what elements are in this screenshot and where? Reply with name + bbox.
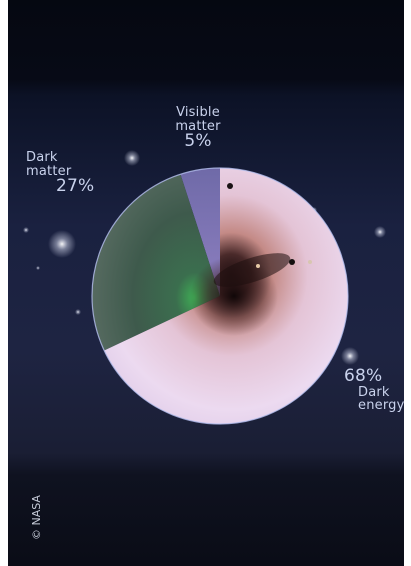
label-visible-matter: Visible matter 5% [168,106,228,151]
pie-chart [23,150,386,425]
galaxy-star [256,264,260,268]
star-glow [374,226,386,238]
label-dark-matter: Dark matter 27% [26,151,94,196]
galaxy-star [227,183,233,189]
star-glow [48,230,76,258]
star-glow [36,266,40,270]
visible-matter-word-1: Visible [176,105,220,120]
galaxy-dust [213,253,291,287]
star-glow [23,227,29,233]
image-credit: © NASA [30,495,43,540]
dark-matter-percent: 27% [56,176,95,197]
dark-energy-word-1: Dark [358,384,390,400]
galaxy-star [308,260,312,264]
star-glow [75,309,81,315]
galaxy-star [289,259,295,265]
pie-slice-dark-matter [91,174,220,351]
dark-matter-word-2: matter [26,163,72,179]
star-glow [341,347,359,365]
dark-matter-word-1: Dark [26,150,58,165]
pie-texture [190,183,312,336]
pie-outline [91,167,349,425]
star-glow [124,150,140,166]
visible-matter-word-2: matter [175,118,221,134]
space-background: Visible matter 5% Dark matter 27% 68% Da… [8,0,404,566]
dark-energy-word-2: energy [358,398,404,414]
visible-matter-percent: 5% [184,131,212,152]
label-dark-energy: 68% Dark energy [344,366,404,414]
dark-energy-percent: 68% [344,366,383,386]
